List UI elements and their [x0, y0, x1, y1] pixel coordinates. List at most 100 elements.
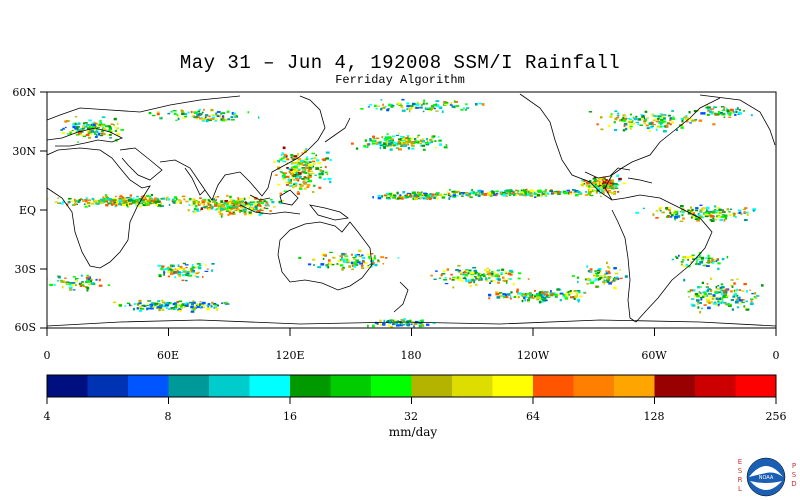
rain-cell — [470, 276, 473, 278]
rain-cell — [86, 289, 89, 292]
rain-cell — [285, 184, 289, 186]
rain-cell — [717, 262, 721, 265]
rain-cell — [702, 291, 706, 294]
rain-cell — [714, 113, 718, 116]
rain-cell — [74, 284, 77, 287]
rain-cell — [614, 272, 619, 275]
rain-cell — [84, 122, 88, 124]
rain-cell — [384, 137, 389, 140]
rain-cell — [738, 297, 741, 299]
rain-cell — [458, 269, 461, 272]
rain-cell — [488, 269, 491, 272]
rain-cell — [717, 215, 721, 218]
rain-cell — [147, 200, 151, 203]
rain-cell — [715, 285, 718, 289]
rain-cell — [699, 204, 703, 206]
rain-cell — [73, 198, 76, 202]
rain-cell — [178, 300, 183, 303]
rain-cell — [681, 119, 684, 123]
rain-cell — [712, 217, 715, 219]
rain-cell — [594, 181, 599, 183]
rain-cell — [100, 202, 104, 204]
rain-cell — [465, 270, 469, 273]
rain-cell — [709, 214, 714, 218]
rain-cell — [224, 302, 229, 304]
rain-cell — [592, 177, 597, 180]
rain-cell — [545, 299, 548, 302]
rain-cell — [176, 300, 179, 304]
rain-cell — [244, 208, 246, 210]
rain-cell — [248, 196, 250, 199]
rain-cell — [428, 197, 432, 201]
rain-cell — [707, 261, 710, 264]
rain-cell — [687, 290, 691, 293]
rain-cell — [105, 202, 107, 204]
rain-cell — [696, 219, 700, 222]
rain-cell — [723, 294, 727, 296]
rain-cell — [700, 297, 703, 301]
rain-cell — [234, 202, 237, 206]
rain-cell — [599, 184, 602, 186]
rain-cell — [408, 141, 411, 143]
rain-cell — [73, 122, 77, 125]
rain-cell — [524, 190, 528, 194]
rain-cell — [541, 191, 544, 193]
rain-cell — [103, 198, 106, 200]
rain-cell — [249, 201, 253, 204]
rain-cell — [438, 193, 442, 196]
rain-cell — [624, 127, 628, 131]
rain-cell — [463, 107, 465, 110]
rain-cell — [282, 176, 285, 178]
rain-cell — [465, 278, 467, 281]
rain-cell — [686, 256, 690, 259]
antarctica-edge — [47, 319, 776, 327]
rain-cell — [441, 195, 444, 197]
rain-cell — [531, 190, 535, 193]
rain-cell — [274, 174, 278, 176]
rain-cell — [587, 187, 591, 189]
rain-cell — [332, 256, 335, 259]
rain-cell — [577, 299, 580, 303]
rain-cell — [328, 262, 332, 265]
rain-cell — [320, 166, 323, 168]
rain-cell — [342, 266, 345, 270]
rain-cell — [143, 197, 147, 200]
rain-cell — [397, 148, 402, 151]
rain-cell — [683, 278, 686, 282]
rain-cell — [605, 270, 608, 272]
rain-cell — [347, 261, 350, 263]
rain-cell — [223, 208, 228, 210]
rain-cell — [601, 182, 604, 185]
rain-cell — [552, 191, 555, 194]
rain-cell — [594, 185, 599, 187]
rain-cell — [231, 206, 236, 208]
rain-cell — [701, 295, 706, 298]
rain-cell — [475, 283, 478, 286]
rain-cell — [574, 190, 579, 193]
rain-cell — [705, 257, 709, 259]
rain-cell — [402, 324, 405, 326]
rain-cell — [394, 142, 398, 146]
rain-cell — [484, 269, 487, 272]
rain-cell — [191, 309, 194, 311]
rain-cell — [311, 152, 315, 155]
rain-cell — [361, 256, 366, 260]
rain-cell — [88, 283, 92, 286]
rain-cell — [438, 277, 442, 279]
rain-cell — [193, 211, 197, 214]
rain-cell — [529, 293, 532, 296]
rain-cell — [114, 129, 117, 132]
rain-cell — [232, 207, 235, 209]
rain-cell — [497, 275, 501, 278]
rain-cell — [352, 256, 357, 259]
rain-cell — [231, 204, 234, 207]
rain-cell — [696, 302, 699, 305]
rain-cell — [512, 191, 515, 193]
rain-cell — [524, 194, 526, 197]
rain-cell — [157, 300, 161, 303]
rain-cell — [694, 293, 699, 296]
rain-cell — [299, 187, 303, 190]
rain-cell — [733, 212, 736, 216]
rain-cell — [238, 203, 241, 205]
rain-cell — [420, 144, 422, 147]
